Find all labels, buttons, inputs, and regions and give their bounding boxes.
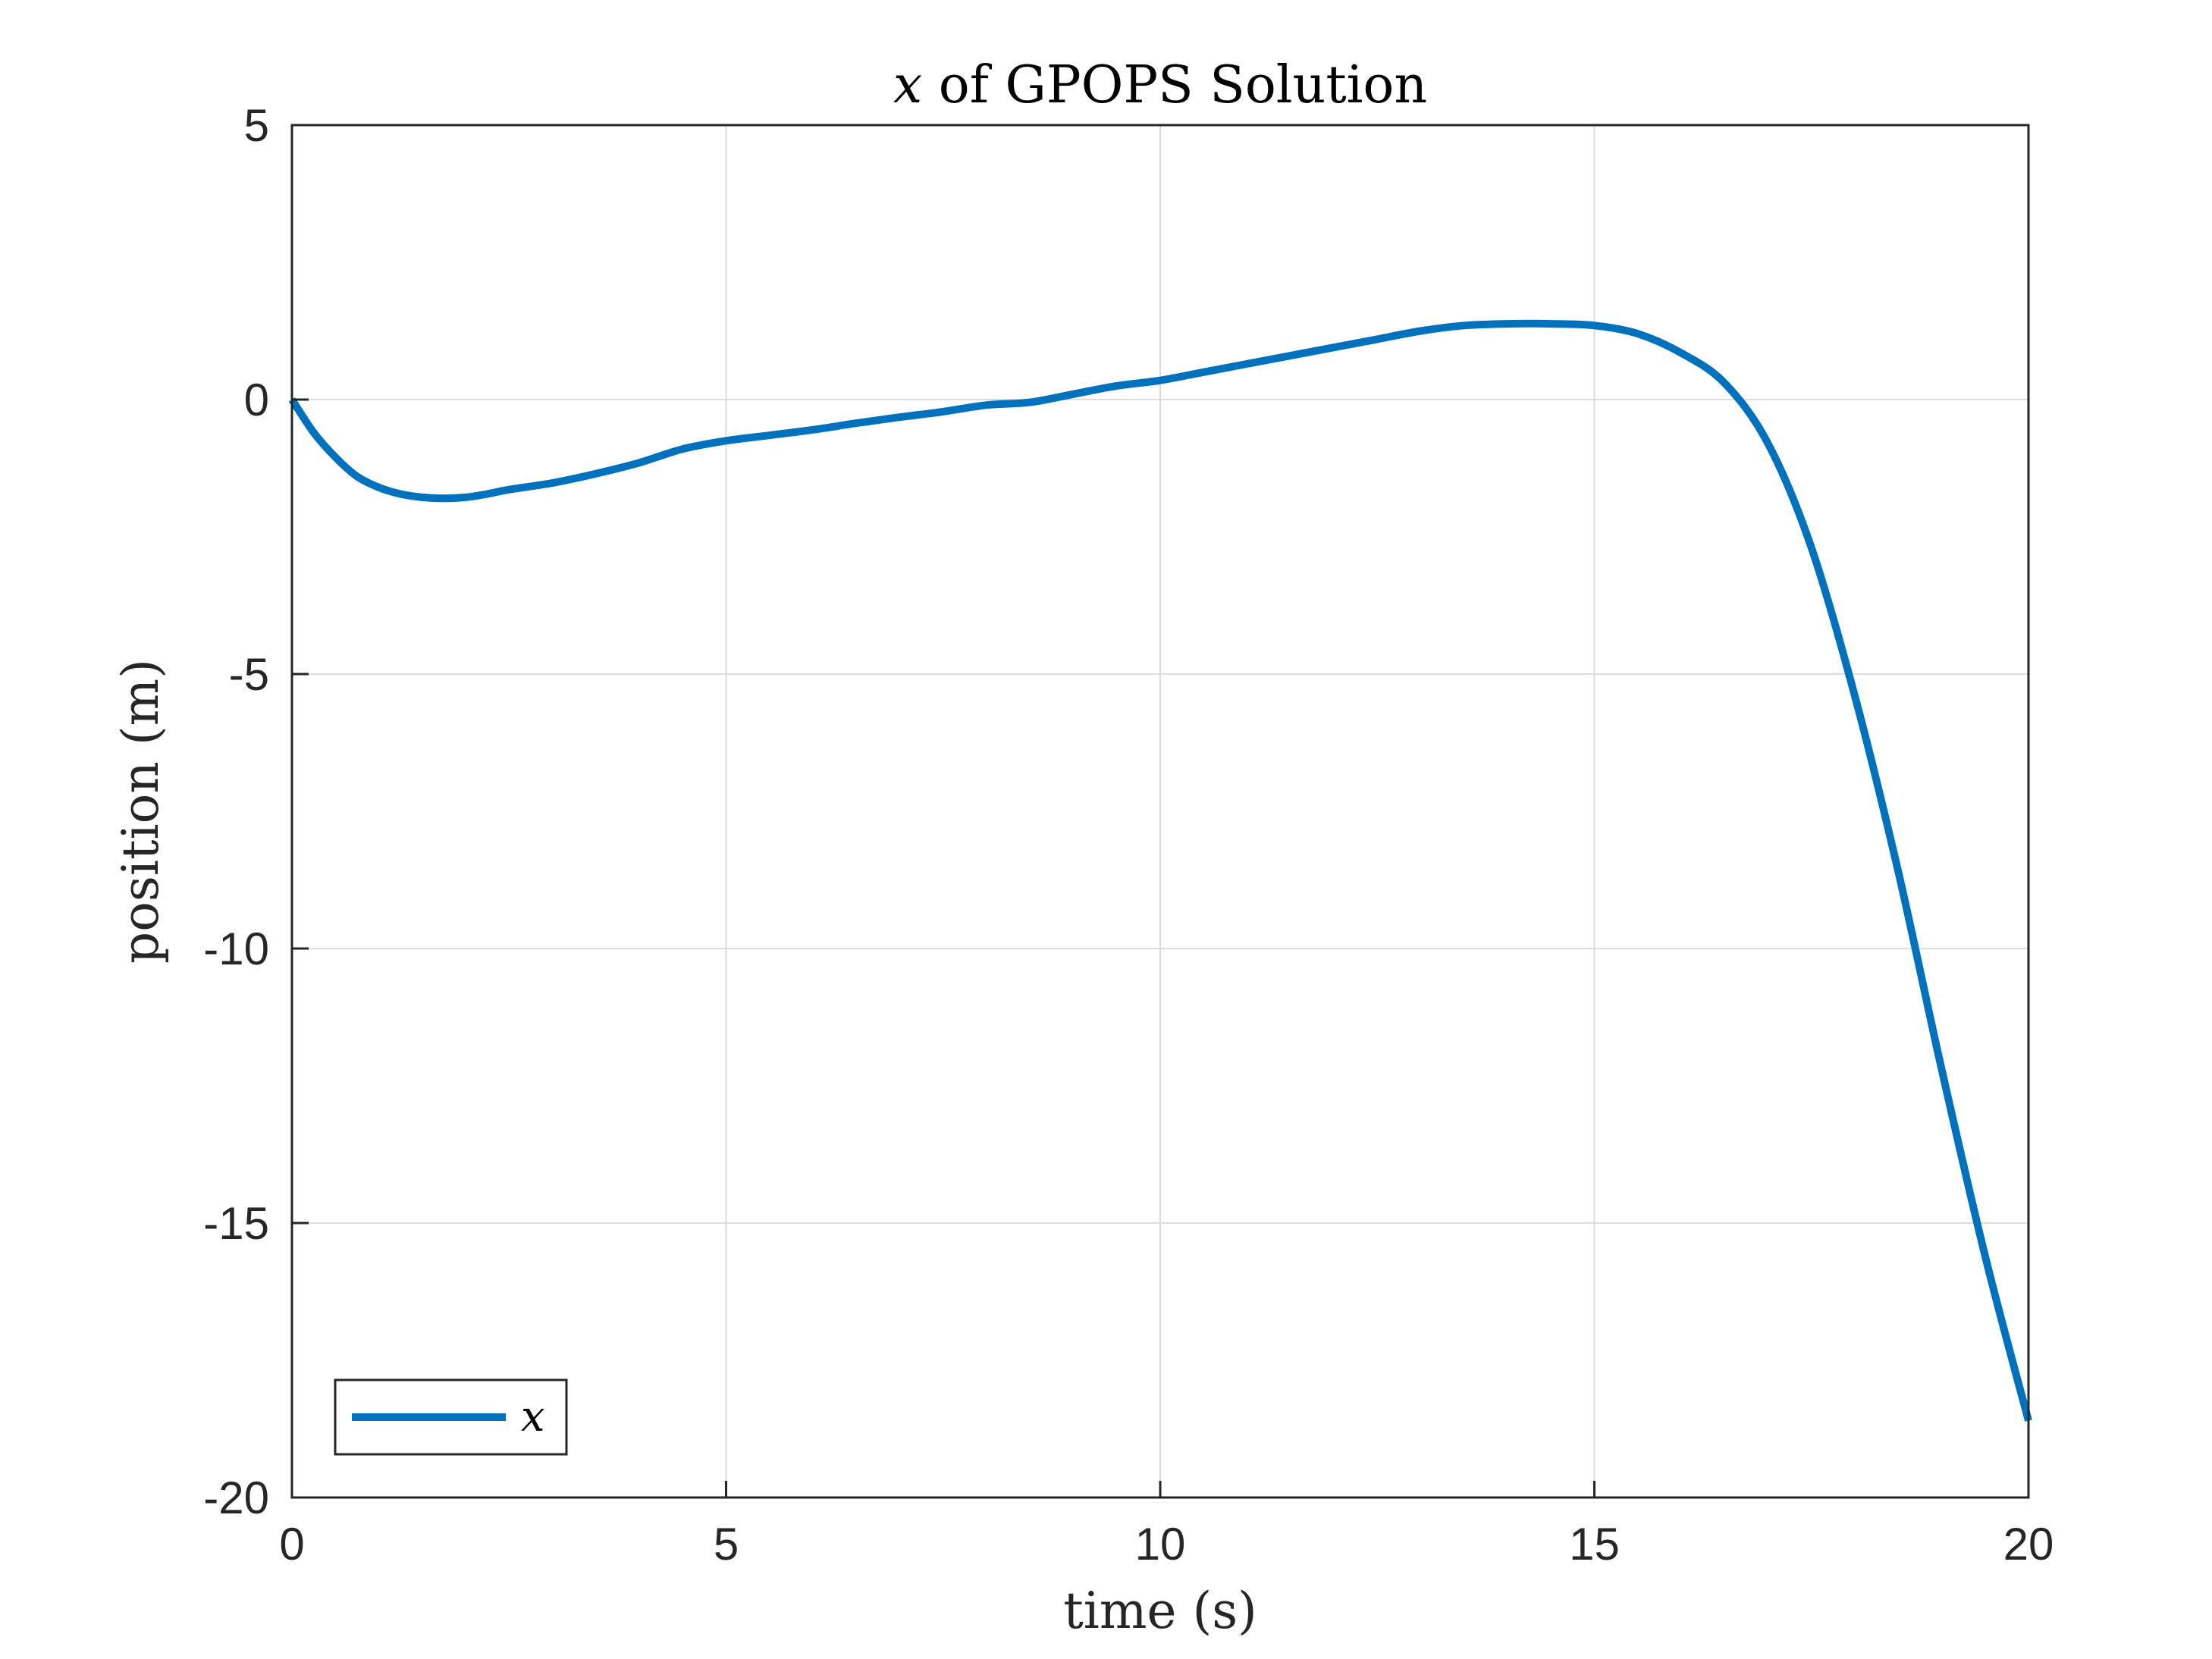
chart-title: x of GPOPS Solution — [893, 55, 1427, 115]
y-tick-label-5: -20 — [203, 1472, 269, 1523]
y-tick-label-1: 0 — [244, 375, 269, 425]
y-axis-title: position (m) — [111, 659, 170, 964]
x-tick-label-2: 10 — [1135, 1519, 1186, 1570]
legend: x — [335, 1380, 566, 1454]
chart-title-text: of GPOPS Solution — [922, 55, 1427, 115]
x-tick-label-0: 0 — [279, 1519, 304, 1570]
chart-title-variable: x — [893, 55, 922, 115]
x-axis-title: time (s) — [1063, 1582, 1257, 1640]
y-tick-label-0: 5 — [244, 100, 269, 151]
x-tick-label-3: 15 — [1569, 1519, 1620, 1570]
x-tick-label-1: 5 — [714, 1519, 739, 1570]
x-tick-label-4: 20 — [2003, 1519, 2054, 1570]
y-tick-label-4: -15 — [203, 1198, 269, 1249]
legend-label-x: x — [521, 1392, 545, 1441]
y-tick-label-3: -10 — [203, 924, 269, 974]
y-tick-label-2: -5 — [229, 649, 269, 700]
